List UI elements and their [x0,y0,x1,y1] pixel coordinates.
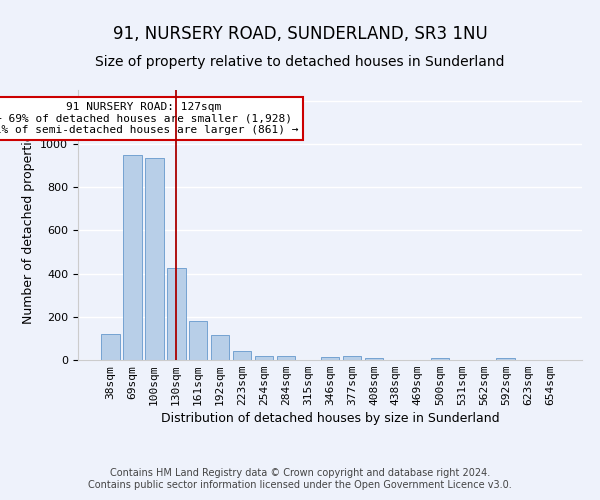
Bar [343,356,361,360]
Bar [255,356,274,360]
Bar [320,357,340,360]
X-axis label: Distribution of detached houses by size in Sunderland: Distribution of detached houses by size … [161,412,499,426]
Bar [211,335,229,360]
Bar [496,358,515,360]
Bar [431,358,449,360]
Bar [101,334,119,360]
Text: 91, NURSERY ROAD, SUNDERLAND, SR3 1NU: 91, NURSERY ROAD, SUNDERLAND, SR3 1NU [113,25,487,43]
Y-axis label: Number of detached properties: Number of detached properties [22,126,35,324]
Bar [233,351,251,360]
Text: Contains HM Land Registry data © Crown copyright and database right 2024.
Contai: Contains HM Land Registry data © Crown c… [88,468,512,490]
Text: 91 NURSERY ROAD: 127sqm
← 69% of detached houses are smaller (1,928)
31% of semi: 91 NURSERY ROAD: 127sqm ← 69% of detache… [0,102,298,135]
Bar [277,356,295,360]
Bar [123,155,142,360]
Bar [189,321,208,360]
Text: Size of property relative to detached houses in Sunderland: Size of property relative to detached ho… [95,55,505,69]
Bar [145,158,164,360]
Bar [365,358,383,360]
Bar [167,268,185,360]
